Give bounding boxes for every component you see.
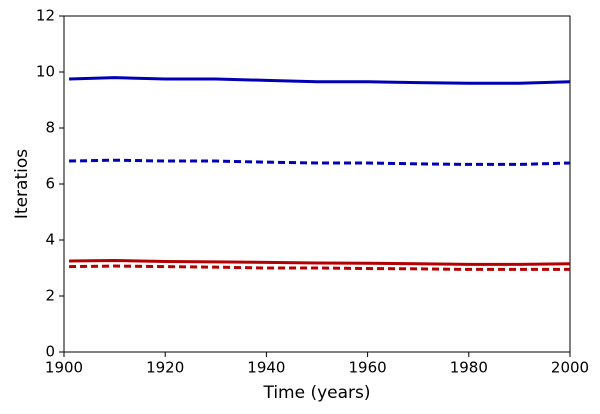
y-tick-label: 8 [45,119,55,137]
series-line [69,264,570,271]
y-tick-label: 4 [45,231,55,249]
series-line [69,76,571,85]
y-tick-label: 10 [36,63,55,81]
y-axis-label: Iteratios [12,149,32,219]
series-line [69,258,571,266]
x-tick-label: 1900 [45,359,83,377]
x-tick-label: 1920 [146,359,184,377]
x-tick-label: 2000 [551,359,589,377]
x-tick-label: 1980 [450,359,488,377]
x-tick-label: 1940 [247,359,285,377]
y-tick-label: 6 [45,175,55,193]
plot-frame [63,15,571,353]
y-tick-label: 2 [45,287,55,305]
series-line [69,158,571,166]
x-axis-label: Time (years) [262,383,370,403]
y-tick-label: 0 [45,343,55,361]
x-tick-label: 1960 [349,359,387,377]
y-tick-label: 12 [36,7,55,25]
